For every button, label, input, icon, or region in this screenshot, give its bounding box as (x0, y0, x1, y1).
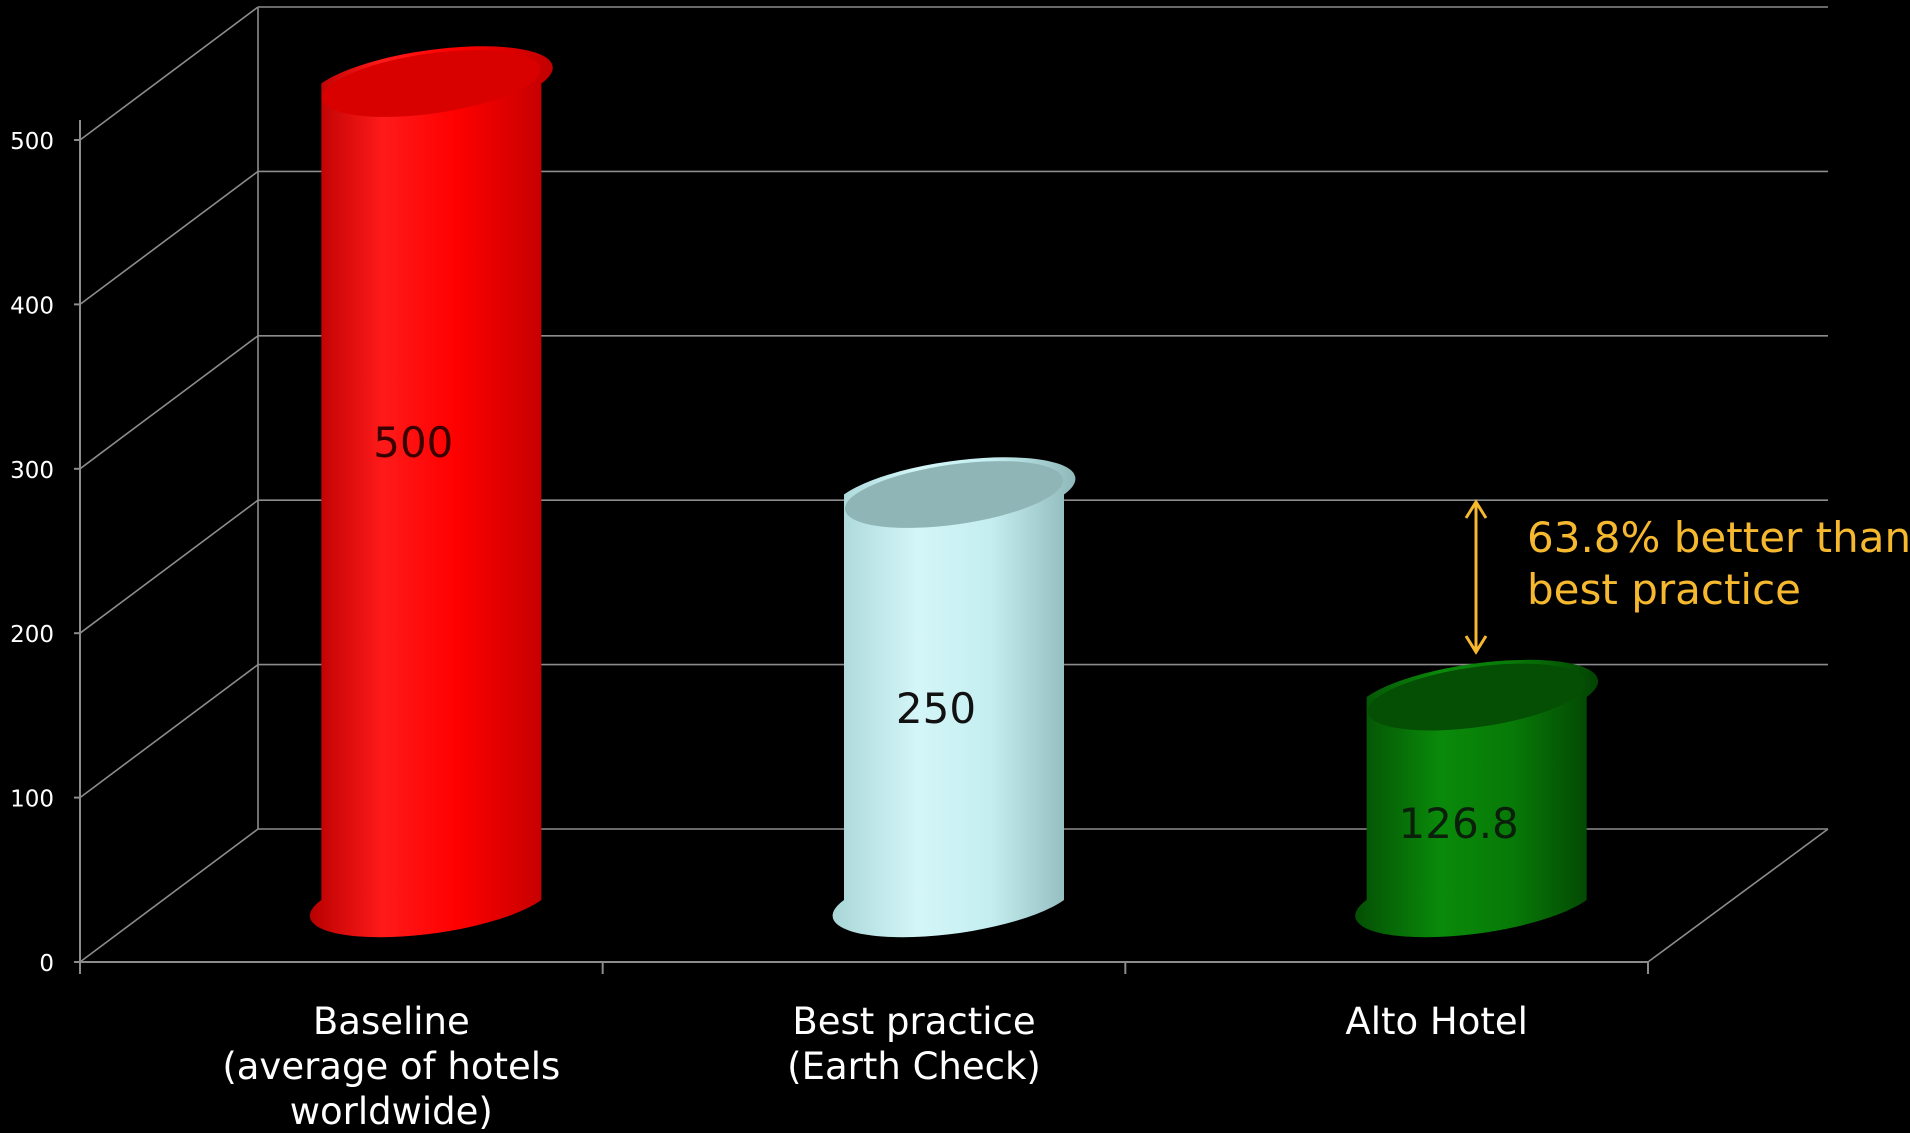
y-tick-label: 500 (10, 129, 54, 155)
annotation-arrow (1464, 499, 1488, 655)
y-tick-label: 200 (10, 622, 54, 648)
floor-right-edge (1647, 828, 1829, 963)
bar-top (322, 50, 541, 117)
annotation: 63.8% better than best practice (1464, 499, 1910, 655)
bar: 250 (832, 457, 1076, 938)
y-tick-label: 300 (10, 458, 54, 484)
data-label: 126.8 (1399, 799, 1519, 848)
y-tick-label: 100 (10, 787, 54, 813)
gridline (79, 6, 1828, 141)
y-tick-label: 400 (10, 293, 54, 319)
x-tick-label: Baseline (average of hotels worldwide) (222, 1000, 560, 1133)
x-axis-labels: Baseline (average of hotels worldwide) Best… (222, 1000, 1528, 1133)
x-tick-label: Best practice (Earth Check) (787, 1000, 1041, 1088)
bar-top (1367, 663, 1586, 731)
bar-body (832, 457, 1076, 938)
bar: 500 (309, 46, 553, 938)
bar-top (844, 461, 1064, 528)
data-label: 500 (373, 418, 453, 467)
data-label: 250 (896, 684, 976, 733)
annotation-text: 63.8% better than best practice (1527, 513, 1910, 614)
y-axis-ticks: 0 100 200 300 400 500 (10, 129, 1649, 977)
bar: 126.8 (1355, 659, 1599, 938)
bar-body (309, 46, 553, 938)
bars: 500 250 126.8 (309, 46, 1599, 938)
x-tick-label: Alto Hotel (1345, 1000, 1528, 1043)
y-tick-label: 0 (39, 951, 54, 977)
